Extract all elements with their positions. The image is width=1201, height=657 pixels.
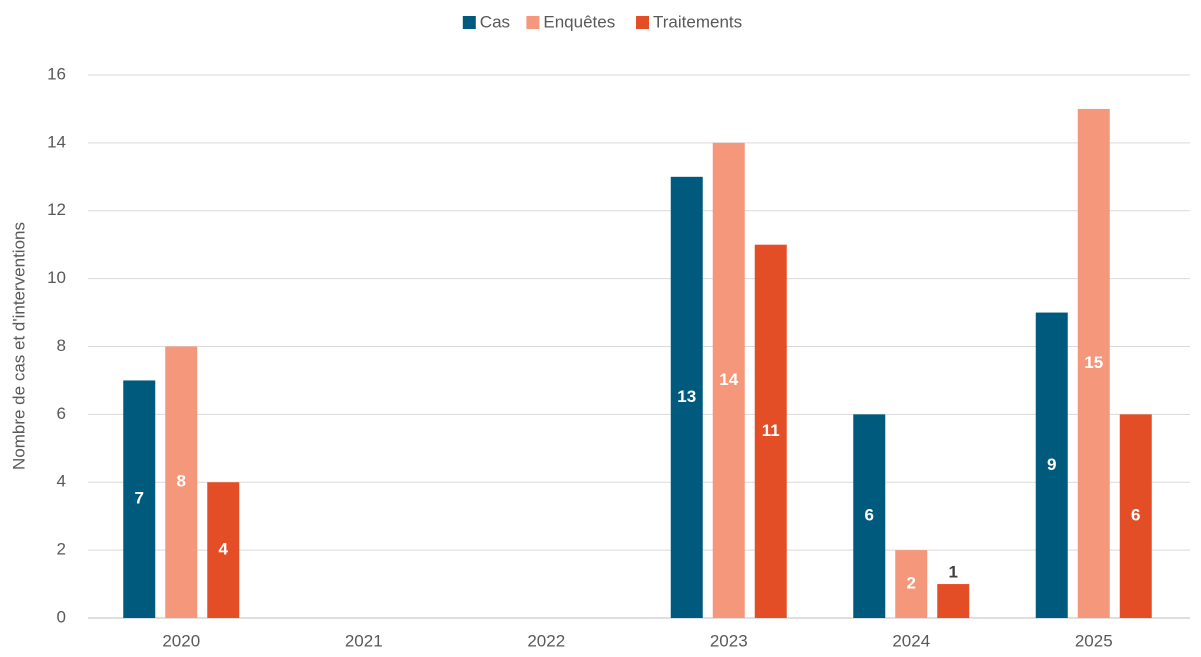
y-tick-label: 2 — [57, 540, 66, 559]
y-tick-label: 4 — [57, 472, 66, 491]
bar — [123, 380, 156, 618]
legend-label: Cas — [480, 12, 510, 31]
value-label: 9 — [1047, 455, 1056, 474]
value-label: 11 — [762, 421, 780, 440]
legend-label: Traitements — [653, 12, 742, 31]
value-label: 1 — [949, 563, 958, 582]
legend-swatch — [462, 16, 476, 29]
legend-swatch — [526, 16, 540, 29]
bar — [1035, 312, 1068, 618]
x-tick-label: 2024 — [892, 631, 930, 650]
legend-swatch — [636, 16, 649, 29]
bar — [165, 346, 198, 618]
bar — [754, 244, 787, 618]
bar — [712, 142, 745, 618]
y-tick-label: 8 — [57, 336, 66, 355]
bar — [853, 414, 886, 618]
value-label: 6 — [1131, 506, 1140, 525]
y-tick-label: 12 — [47, 200, 66, 219]
bar — [895, 550, 928, 618]
value-label: 15 — [1084, 353, 1103, 372]
value-label: 14 — [719, 370, 738, 389]
y-tick-label: 14 — [47, 132, 66, 151]
legend-label: Enquêtes — [543, 12, 615, 31]
value-label: 4 — [219, 540, 229, 559]
bar — [1077, 108, 1110, 618]
y-tick-label: 16 — [47, 64, 66, 83]
value-label: 6 — [865, 506, 874, 525]
bar — [937, 584, 970, 618]
bar — [207, 482, 240, 618]
y-tick-label: 10 — [47, 268, 66, 287]
value-label: 2 — [907, 574, 916, 593]
bar — [1119, 414, 1152, 618]
y-axis-title: Nombre de cas et d'interventions — [9, 222, 28, 470]
x-tick-label: 2023 — [710, 631, 748, 650]
value-label: 7 — [135, 489, 144, 508]
x-tick-label: 2022 — [527, 631, 565, 650]
value-label: 8 — [177, 472, 186, 491]
y-tick-label: 0 — [57, 607, 66, 626]
x-tick-label: 2021 — [345, 631, 383, 650]
y-tick-label: 6 — [57, 404, 66, 423]
x-tick-label: 2025 — [1075, 631, 1113, 650]
x-tick-label: 2020 — [162, 631, 200, 650]
bar — [670, 176, 703, 618]
value-label: 13 — [677, 387, 696, 406]
